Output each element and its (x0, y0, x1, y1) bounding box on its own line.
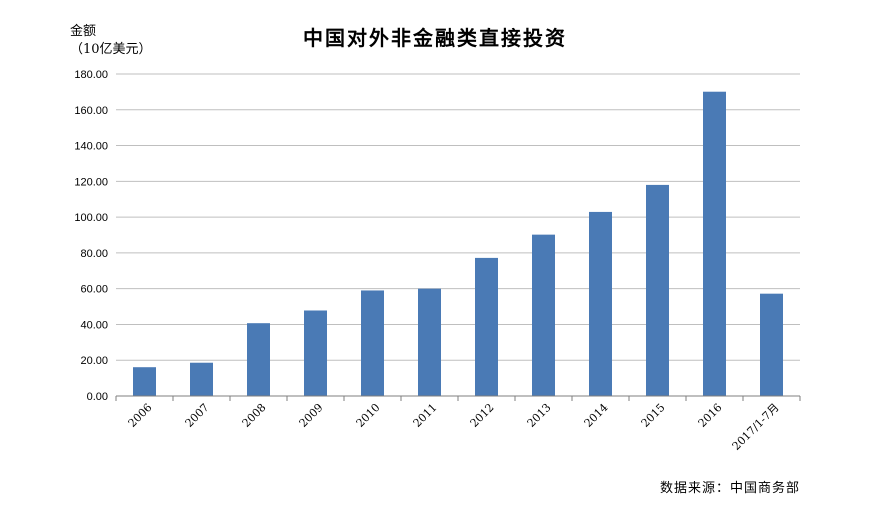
bars (133, 91, 783, 397)
bar-2016 (703, 91, 726, 397)
chart-title: 中国对外非金融类直接投资 (303, 26, 567, 50)
y-tick-label: 140.00 (74, 141, 108, 153)
x-tick-label: 2007 (183, 401, 212, 430)
source-note: 数据来源：中国商务部 (659, 481, 800, 496)
bar-2015 (646, 184, 669, 396)
x-tick-label: 2016 (696, 401, 725, 430)
x-tick-label: 2006 (126, 401, 155, 430)
axes (115, 395, 801, 401)
bar-2012 (475, 257, 498, 396)
y-tick-label: 160.00 (74, 105, 108, 117)
x-tick-label: 2017/1-7月 (730, 401, 782, 453)
y-tick-label: 20.00 (80, 355, 108, 367)
x-tick-label: 2012 (468, 401, 497, 430)
y-tick-label: 180.00 (74, 69, 108, 81)
y-axis-label-line-1: 金额 (70, 24, 97, 39)
bar-2008 (247, 323, 270, 396)
bar-2011 (418, 288, 441, 396)
y-tick-label: 40.00 (80, 319, 108, 331)
x-tick-label: 2011 (411, 401, 440, 430)
gridlines (116, 73, 800, 361)
y-tick-label: 120.00 (74, 176, 108, 188)
bar-2007 (190, 362, 213, 396)
bar-2017/1-7月 (760, 293, 783, 396)
x-tick-label: 2009 (297, 401, 326, 430)
bar-2014 (589, 211, 612, 396)
y-axis-label-line-2: （10亿美元） (70, 42, 152, 57)
y-tick-label: 0.00 (87, 391, 108, 403)
y-tick-label: 60.00 (80, 284, 108, 296)
y-tick-label: 100.00 (74, 212, 108, 224)
x-tick-labels: 2006 2007 2008 2009 2010 2011 2012 2013 2014 2015… (126, 401, 782, 453)
x-tick-label: 2013 (525, 401, 554, 430)
bar-2013 (532, 234, 555, 396)
bar-2009 (304, 310, 327, 396)
y-tick-labels: 0.00 20.00 40.00 60.00 80.00 100.00 120.00 140.… (74, 69, 108, 403)
x-tick-label: 2014 (582, 401, 611, 430)
x-tick-label: 2008 (240, 401, 269, 430)
x-tick-label: 2010 (354, 401, 383, 430)
y-tick-label: 80.00 (80, 248, 108, 260)
bar-2010 (361, 290, 384, 396)
bar-2006 (133, 367, 156, 396)
x-tick-label: 2015 (639, 401, 668, 430)
